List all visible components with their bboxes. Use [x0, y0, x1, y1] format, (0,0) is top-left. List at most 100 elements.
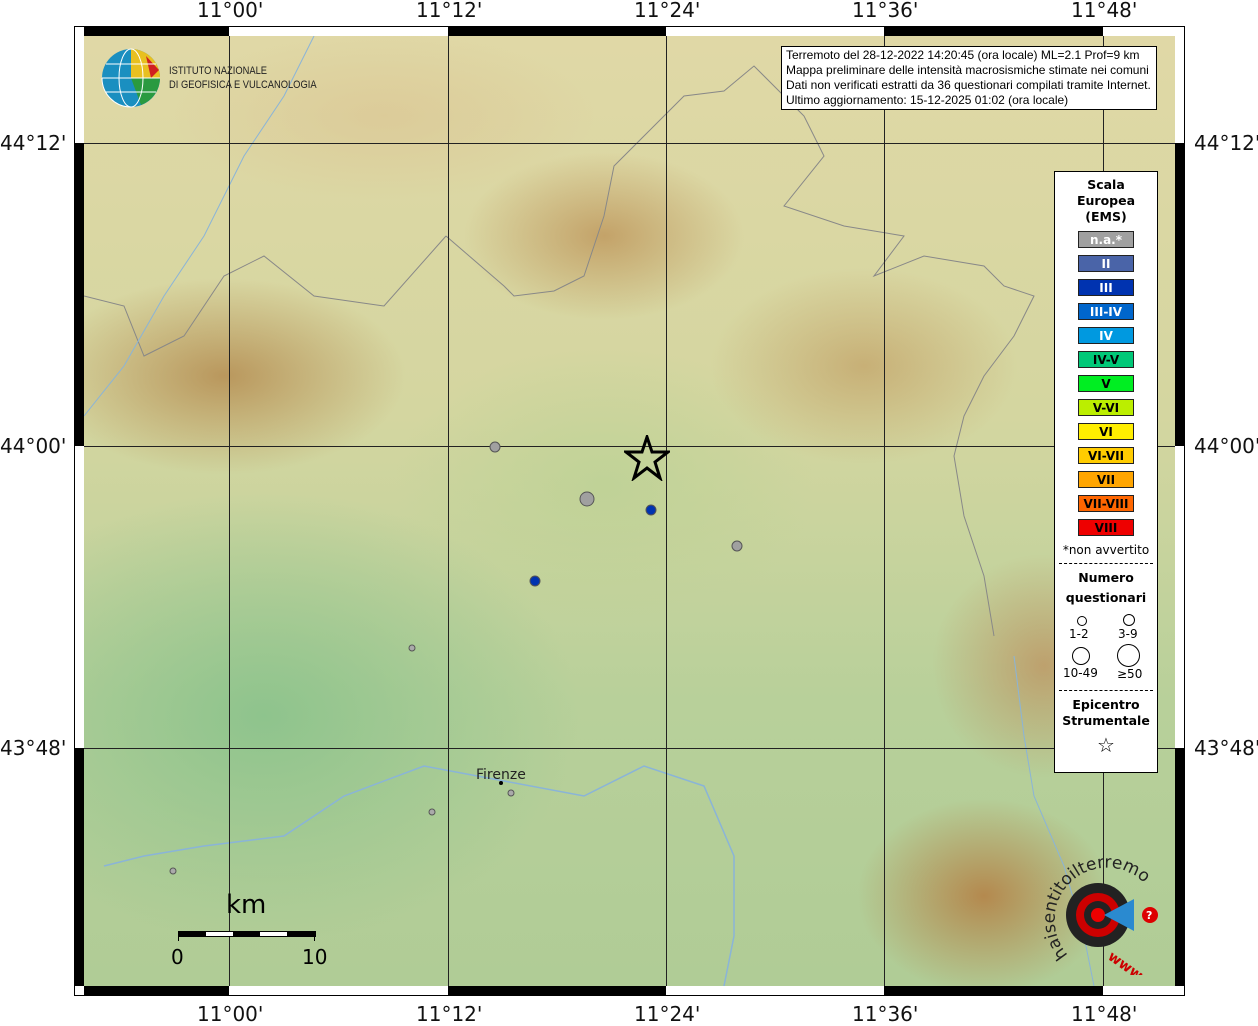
ingv-globe-logo	[101, 48, 160, 108]
frame-bar	[448, 27, 666, 36]
intensity-swatch: III	[1078, 279, 1134, 296]
star-icon: ☆	[1097, 733, 1115, 757]
legend: Scala Europea (EMS) n.a.* II III III-IV IV IV…	[1054, 171, 1158, 773]
map-overlay	[84, 36, 1095, 986]
frame-bar	[884, 27, 1103, 36]
institute-line: ISTITUTO NAZIONALE	[169, 65, 268, 77]
intensity-point[interactable]	[645, 504, 657, 516]
count-title: Numero	[1078, 570, 1134, 585]
frame-bar	[448, 986, 666, 995]
divider	[1059, 690, 1153, 691]
frame-bar	[75, 143, 84, 446]
intensity-swatch: V	[1078, 375, 1134, 392]
locality-marker	[507, 789, 515, 797]
scale-tick	[314, 931, 315, 941]
circle-size-icon	[1123, 614, 1135, 626]
map-description: Mappa preliminare delle intensità macros…	[786, 63, 1149, 77]
count-label: ≥50	[1117, 667, 1143, 681]
gridline	[666, 36, 667, 986]
scale-tick	[178, 931, 179, 941]
intensity-swatch: III-IV	[1078, 303, 1134, 320]
epicenter-star-icon[interactable]	[624, 435, 670, 481]
intensity-swatch: n.a.*	[1078, 231, 1134, 248]
intensity-swatch: VI	[1078, 423, 1134, 440]
lat-tick: 44°12'	[1194, 131, 1258, 155]
frame-bar	[75, 748, 84, 986]
intensity-point[interactable]	[529, 575, 541, 587]
lat-tick: 43°48'	[1194, 736, 1258, 760]
scale-bar-start: 0	[171, 945, 184, 969]
event-line: Terremoto del 28-12-2022 14:20:45 (ora l…	[786, 48, 1140, 62]
lat-tick: 44°00'	[1194, 434, 1258, 458]
epicenter-title: Epicentro	[1072, 697, 1140, 712]
data-source: Dati non verificati estratti da 36 quest…	[786, 78, 1151, 92]
gridline	[84, 748, 1175, 749]
lon-tick: 11°00'	[197, 0, 264, 22]
count-label: 10-49	[1063, 666, 1098, 680]
circle-size-icon	[1072, 647, 1090, 665]
legend-title: (EMS)	[1085, 209, 1127, 224]
legend-title: Scala	[1087, 177, 1125, 192]
frame-bar	[884, 986, 1103, 995]
river	[84, 36, 315, 417]
lon-tick: 11°12'	[416, 1002, 483, 1026]
count-label: 1-2	[1069, 627, 1089, 641]
svg-text:?: ?	[1146, 909, 1152, 922]
epicenter-title: Strumentale	[1062, 713, 1150, 728]
lon-tick: 11°12'	[416, 0, 483, 22]
lon-tick: 11°48'	[1071, 0, 1138, 22]
province-boundary	[445, 65, 1035, 637]
province-boundary	[84, 235, 447, 357]
scale-bar	[178, 931, 316, 937]
event-info-box: Terremoto del 28-12-2022 14:20:45 (ora l…	[781, 46, 1157, 110]
intensity-swatch: IV	[1078, 327, 1134, 344]
frame-bar	[84, 27, 229, 36]
locality-marker	[428, 808, 436, 816]
intensity-swatch: II	[1078, 255, 1134, 272]
lon-tick: 11°36'	[852, 1002, 919, 1026]
scale-bar-title: km	[226, 890, 267, 920]
lat-tick: 44°12'	[0, 131, 67, 155]
lon-tick: 11°00'	[197, 1002, 264, 1026]
frame-bar	[1175, 748, 1184, 986]
lat-tick: 44°00'	[0, 434, 67, 458]
intensity-point[interactable]	[489, 441, 501, 453]
haisentito-logo[interactable]: ? haisentitoilterremoto.it www	[1038, 855, 1163, 975]
intensity-swatch: VIII	[1078, 519, 1134, 536]
gridline	[84, 446, 1175, 447]
divider	[1059, 563, 1153, 564]
map-frame	[74, 26, 1185, 996]
intensity-swatch: VI-VII	[1078, 447, 1134, 464]
count-title: questionari	[1065, 590, 1147, 605]
intensity-swatch: VII	[1078, 471, 1134, 488]
intensity-swatch: IV-V	[1078, 351, 1134, 368]
legend-title: Europea	[1076, 193, 1136, 208]
institute-line: DI GEOFISICA E VULCANOLOGIA	[169, 79, 317, 91]
intensity-point[interactable]	[579, 491, 595, 507]
gridline	[448, 36, 449, 986]
lon-tick: 11°24'	[634, 1002, 701, 1026]
frame-bar	[1175, 143, 1184, 446]
lat-tick: 43°48'	[0, 736, 67, 760]
lon-tick: 11°48'	[1071, 1002, 1138, 1026]
lon-tick: 11°36'	[852, 0, 919, 22]
circle-size-icon	[1117, 644, 1140, 667]
gridline	[84, 143, 1175, 144]
river-arno	[103, 765, 735, 986]
terrain-map[interactable]	[84, 36, 1175, 986]
last-update: Ultimo aggiornamento: 15-12-2025 01:02 (…	[786, 93, 1069, 107]
legend-note: *non avvertito	[1062, 543, 1150, 557]
city-label: Firenze	[476, 767, 526, 783]
count-label: 3-9	[1118, 627, 1138, 641]
watermark-url: www	[1105, 949, 1146, 975]
locality-marker	[169, 867, 177, 875]
intensity-point[interactable]	[731, 540, 743, 552]
intensity-swatch: VII-VIII	[1078, 495, 1134, 512]
locality-marker	[408, 644, 416, 652]
city-marker	[499, 781, 503, 785]
scale-bar-end: 10	[302, 945, 328, 969]
institute-name: ISTITUTO NAZIONALE DI GEOFISICA E VULCAN…	[169, 64, 317, 92]
gridline	[884, 36, 885, 986]
count-sizes: 1-2 3-9 10-49 ≥50	[1055, 606, 1157, 684]
intensity-swatch: V-VI	[1078, 399, 1134, 416]
